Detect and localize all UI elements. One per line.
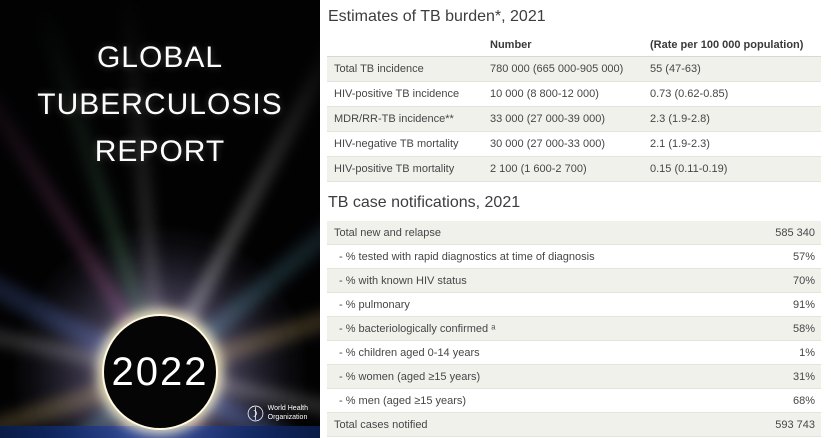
table-row: - % children aged 0-14 years 1% [327,341,821,365]
row-label: Total TB incidence [334,63,424,75]
table-row: Total TB incidence 780 000 (665 000-905 … [327,57,821,82]
cover-title: GLOBAL TUBERCULOSIS REPORT [0,34,320,175]
header-number: Number [490,38,532,51]
year-circle: 2022 [102,314,218,430]
table-row: - % with known HIV status 70% [327,269,821,293]
row-label: - % women (aged ≥15 years) [339,370,481,383]
table-row: - % men (aged ≥15 years) 68% [327,389,821,413]
notifications-heading: TB case notifications, 2021 [328,194,521,211]
table-row: - % tested with rapid diagnostics at tim… [327,245,821,269]
row-value: 70% [792,274,815,287]
row-value: 91% [792,298,815,311]
row-number: 33 000 (27 000-39 000) [490,113,605,125]
row-label: - % pulmonary [339,298,410,311]
table-row: - % bacteriologically confirmed ᵃ 58% [327,317,821,341]
burden-table: Number (Rate per 100 000 population) Tot… [327,33,821,182]
row-label: - % tested with rapid diagnostics at tim… [339,250,595,263]
who-logo-text-line-1: World Health [267,405,308,412]
cover-title-line-1: GLOBAL [96,41,224,74]
row-rate: 0.73 (0.62-0.85) [650,88,729,100]
row-label: - % bacteriologically confirmed ᵃ [339,322,496,335]
row-number: 30 000 (27 000-33 000) [490,138,605,150]
table-row: Total cases notified 593 743 [327,413,821,437]
year-text: 2022 [111,349,209,394]
row-number: 10 000 (8 800-12 000) [490,88,599,100]
row-value: 585 340 [775,226,815,239]
burden-heading: Estimates of TB burden*, 2021 [328,8,546,25]
row-rate: 55 (47-63) [650,63,701,75]
table-row: HIV-negative TB mortality 30 000 (27 000… [327,132,821,157]
row-value: 68% [792,394,815,407]
row-label: HIV-positive TB mortality [334,163,455,175]
who-emblem-icon [247,405,264,422]
row-value: 593 743 [775,418,815,431]
row-label: - % with known HIV status [339,274,467,287]
row-rate: 2.1 (1.9-2.3) [650,138,710,150]
row-value: 57% [792,250,815,263]
notifications-table: Total new and relapse 585 340 - % tested… [327,221,821,437]
row-label: - % children aged 0-14 years [339,346,480,359]
row-rate: 0.15 (0.11-0.19) [650,163,728,175]
who-logo: World Health Organization [247,405,308,422]
cover-title-line-3: REPORT [94,135,226,168]
cover-title-line-2: TUBERCULOSIS [37,88,283,121]
header-rate: (Rate per 100 000 population) [650,38,804,51]
data-panel: Estimates of TB burden*, 2021 Number (Ra… [320,0,831,438]
row-label: HIV-positive TB incidence [334,88,460,100]
row-number: 780 000 (665 000-905 000) [490,63,624,75]
report-cover: GLOBAL TUBERCULOSIS REPORT 2022 World He… [0,0,320,438]
row-label: Total cases notified [334,418,428,431]
row-label: - % men (aged ≥15 years) [339,394,467,407]
table-row: HIV-positive TB mortality 2 100 (1 600-2… [327,157,821,182]
table-row: - % pulmonary 91% [327,293,821,317]
row-rate: 2.3 (1.9-2.8) [650,113,710,125]
row-value: 58% [792,322,815,335]
row-label: Total new and relapse [334,226,442,239]
burden-table-header: Number (Rate per 100 000 population) [327,33,821,57]
row-value: 31% [792,370,815,383]
row-value: 1% [799,346,815,359]
table-row: Total new and relapse 585 340 [327,221,821,245]
row-number: 2 100 (1 600-2 700) [490,163,587,175]
table-row: MDR/RR-TB incidence** 33 000 (27 000-39 … [327,107,821,132]
who-logo-text: World Health Organization [268,405,308,422]
row-label: MDR/RR-TB incidence** [334,113,454,125]
row-label: HIV-negative TB mortality [334,138,459,150]
cover-bottom-band [0,426,320,438]
who-logo-text-line-2: Organization [267,413,308,421]
table-row: - % women (aged ≥15 years) 31% [327,365,821,389]
table-row: HIV-positive TB incidence 10 000 (8 800-… [327,82,821,107]
